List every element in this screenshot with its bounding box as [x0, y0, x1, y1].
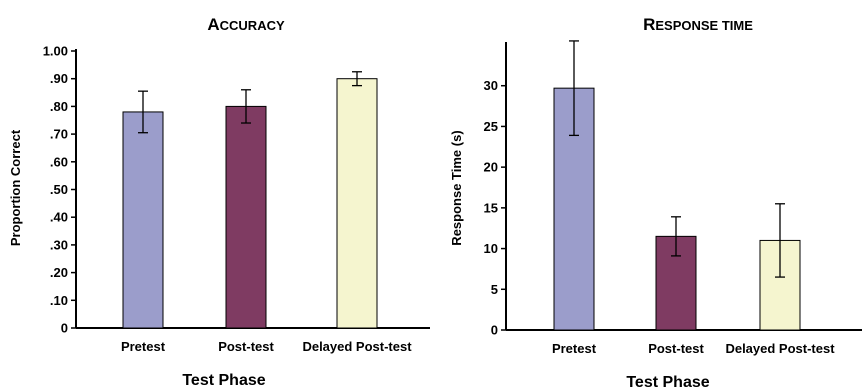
accuracy-bar	[225, 105, 267, 329]
response-y-tick-label: 10	[484, 241, 498, 256]
response-y-axis-label: Response Time (s)	[449, 130, 464, 245]
response-category-label: Post-test	[648, 341, 704, 356]
accuracy-y-tick-label: .60	[50, 154, 68, 169]
accuracy-category-label: Pretest	[121, 339, 166, 354]
response-y-tick-label: 30	[484, 78, 498, 93]
response-y-tick-label: 15	[484, 200, 498, 215]
accuracy-y-tick-label: .80	[50, 99, 68, 114]
accuracy-y-tick-label: .50	[50, 182, 68, 197]
accuracy-y-axis-label: Proportion Correct	[8, 129, 23, 246]
accuracy-bar	[122, 111, 164, 329]
accuracy-y-tick-label: .70	[50, 127, 68, 142]
accuracy-y-tick-label: .10	[50, 293, 68, 308]
accuracy-y-tick-label: 0	[61, 321, 68, 336]
accuracy-bar	[336, 78, 378, 329]
accuracy-y-tick-label: 1.00	[43, 44, 68, 59]
accuracy-y-tick-label: .90	[50, 71, 68, 86]
response-y-tick-label: 25	[484, 119, 498, 134]
response-category-label: Delayed Post-test	[725, 341, 835, 356]
accuracy-y-tick-label: .40	[50, 210, 68, 225]
response-y-tick-label: 20	[484, 160, 498, 175]
response-category-label: Pretest	[552, 341, 597, 356]
accuracy-category-label: Delayed Post-test	[302, 339, 412, 354]
accuracy-y-tick-label: .30	[50, 237, 68, 252]
accuracy-y-tick-label: .20	[50, 265, 68, 280]
accuracy-category-label: Post-test	[218, 339, 274, 354]
response-y-tick-label: 0	[491, 323, 498, 338]
accuracy-x-axis-label: Test Phase	[182, 372, 265, 389]
response-x-axis-label: Test Phase	[626, 374, 709, 390]
response-title: RESPONSE TIME	[643, 15, 753, 34]
response-y-tick-label: 5	[491, 282, 498, 297]
accuracy-title: ACCURACY	[207, 15, 285, 34]
